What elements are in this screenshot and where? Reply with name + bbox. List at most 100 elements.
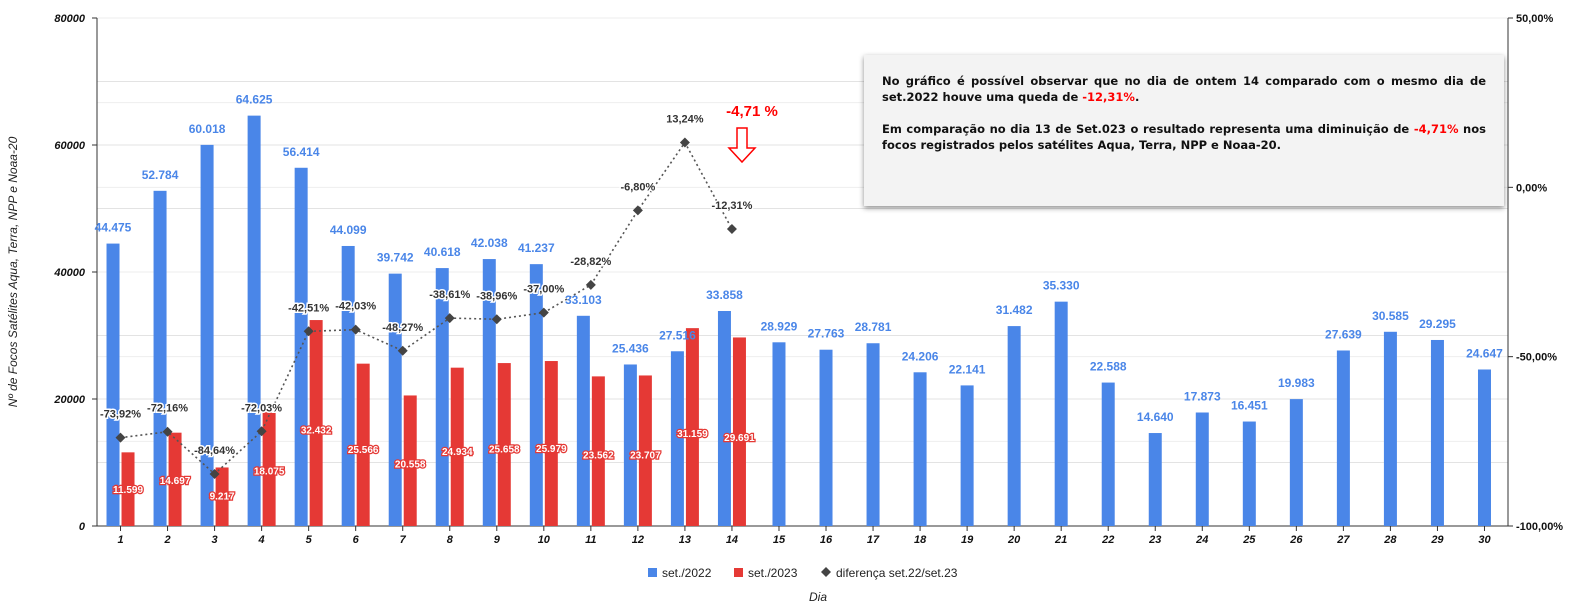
bar-2022 bbox=[435, 268, 449, 526]
bar-2023-label: 14.697 bbox=[160, 476, 191, 487]
x-tick-label: 21 bbox=[1054, 534, 1067, 546]
down-arrow-icon bbox=[727, 127, 757, 164]
bar-2023 bbox=[403, 395, 417, 526]
bar-2023-label: 24.934 bbox=[442, 447, 473, 458]
bar-2022-label: 17.873 bbox=[1184, 390, 1221, 404]
bar-2022 bbox=[670, 351, 684, 526]
bar-2022 bbox=[1430, 339, 1444, 526]
bar-2023 bbox=[168, 432, 182, 526]
bar-2023-label: 25.979 bbox=[536, 444, 567, 455]
x-tick-label: 14 bbox=[726, 534, 738, 546]
x-tick-label: 27 bbox=[1336, 534, 1350, 546]
difference-point bbox=[538, 307, 549, 318]
difference-point bbox=[444, 313, 455, 324]
legend-swatch-2022 bbox=[648, 568, 657, 577]
difference-point bbox=[115, 432, 126, 443]
bar-2023-label: 31.159 bbox=[677, 429, 708, 440]
bar-2022-label: 56.414 bbox=[283, 145, 320, 159]
difference-point bbox=[585, 279, 596, 290]
x-tick-label: 29 bbox=[1430, 534, 1444, 546]
difference-label: -42,51% bbox=[288, 302, 329, 314]
legend-swatch-2023 bbox=[734, 568, 743, 577]
difference-point bbox=[303, 326, 314, 337]
x-tick-label: 1 bbox=[117, 534, 123, 546]
bar-2022 bbox=[529, 264, 543, 526]
y2-tick-label: -50,00% bbox=[1516, 352, 1557, 364]
y-tick-label: 40000 bbox=[53, 267, 85, 279]
bar-2022-label: 27.639 bbox=[1325, 327, 1362, 341]
difference-label: -72,03% bbox=[241, 402, 282, 414]
difference-label: 13,24% bbox=[666, 113, 704, 125]
bar-2022-label: 52.784 bbox=[142, 168, 179, 182]
x-tick-label: 20 bbox=[1007, 534, 1021, 546]
y2-tick-label: 50,00% bbox=[1516, 13, 1554, 25]
bar-2022-label: 33.103 bbox=[565, 293, 602, 307]
bar-2022 bbox=[576, 315, 590, 526]
bar-2022-label: 39.742 bbox=[377, 251, 414, 265]
bar-2022 bbox=[1101, 382, 1115, 526]
x-tick-label: 7 bbox=[400, 534, 407, 546]
bar-2022 bbox=[200, 144, 214, 527]
x-tick-label: 19 bbox=[961, 534, 974, 546]
bar-2023 bbox=[309, 320, 323, 526]
difference-label: -42,03% bbox=[335, 301, 376, 313]
difference-label: -38,96% bbox=[476, 290, 517, 302]
bar-2023 bbox=[262, 411, 276, 526]
bar-2023-label: 20.558 bbox=[395, 459, 426, 470]
bar-2022-label: 25.436 bbox=[612, 341, 649, 355]
bar-2022-label: 42.038 bbox=[471, 236, 508, 250]
bar-2022-label: 16.451 bbox=[1231, 399, 1268, 413]
difference-label: -28,82% bbox=[570, 256, 611, 268]
x-tick-label: 11 bbox=[585, 534, 596, 546]
x-tick-label: 5 bbox=[306, 534, 313, 546]
difference-point bbox=[491, 314, 502, 325]
callout-text: -4,71 % bbox=[726, 103, 778, 120]
y-tick-label: 80000 bbox=[54, 13, 85, 25]
y-tick-label: 60000 bbox=[54, 140, 85, 152]
bar-2023 bbox=[450, 367, 464, 526]
bar-2022 bbox=[1007, 326, 1021, 526]
x-tick-label: 25 bbox=[1242, 534, 1256, 546]
note-paragraph-2: Em comparação no dia 13 de Set.023 o res… bbox=[882, 122, 1486, 152]
legend-label-difference: diferença set.22/set.23 bbox=[836, 566, 958, 580]
x-tick-label: 30 bbox=[1478, 534, 1491, 546]
bar-2023 bbox=[732, 337, 746, 526]
difference-point bbox=[397, 345, 408, 356]
annotation-note: No gráfico é possível observar que no di… bbox=[864, 55, 1504, 206]
x-tick-label: 16 bbox=[820, 534, 833, 546]
bar-2023-label: 18.075 bbox=[254, 466, 285, 477]
bar-2022-label: 24.647 bbox=[1466, 346, 1503, 360]
x-tick-label: 3 bbox=[212, 534, 218, 546]
x-tick-label: 4 bbox=[258, 534, 265, 546]
difference-point bbox=[209, 468, 220, 479]
y-tick-label: 0 bbox=[79, 521, 86, 533]
bar-2022 bbox=[1477, 369, 1491, 526]
difference-label: -12,31% bbox=[711, 200, 752, 212]
legend-label-2022: set./2022 bbox=[662, 566, 712, 580]
bar-2022 bbox=[866, 343, 880, 526]
legend: set./2022 set./2023 diferença set.22/set.2… bbox=[648, 566, 958, 580]
bar-2023-label: 29.691 bbox=[724, 433, 755, 444]
bar-2023 bbox=[356, 363, 370, 526]
x-tick-label: 6 bbox=[353, 534, 360, 546]
difference-series bbox=[115, 137, 737, 479]
y2-tick-label: 0,00% bbox=[1516, 182, 1547, 194]
data-labels: 44.475 52.784 60.018 64.625 56.414 44.099 39.7… bbox=[95, 93, 1503, 504]
difference-label: -84,64% bbox=[194, 445, 235, 457]
bar-2022-label: 27.516 bbox=[659, 328, 696, 342]
bar-2022-label: 28.929 bbox=[761, 319, 798, 333]
bar-2022 bbox=[341, 245, 355, 526]
bar-2022 bbox=[294, 167, 308, 526]
x-tick-label: 18 bbox=[914, 534, 927, 546]
bar-2022 bbox=[1054, 301, 1068, 526]
bar-2022-label: 24.206 bbox=[902, 349, 939, 363]
difference-point bbox=[350, 324, 361, 335]
bar-2022-label: 33.858 bbox=[706, 288, 743, 302]
bar-2023-label: 9.217 bbox=[210, 492, 235, 503]
difference-label: -38,61% bbox=[429, 289, 470, 301]
x-tick-label: 9 bbox=[494, 534, 501, 546]
x-tick-label: 15 bbox=[773, 534, 786, 546]
bar-2022-label: 30.585 bbox=[1372, 309, 1409, 323]
bar-2022 bbox=[106, 243, 120, 527]
